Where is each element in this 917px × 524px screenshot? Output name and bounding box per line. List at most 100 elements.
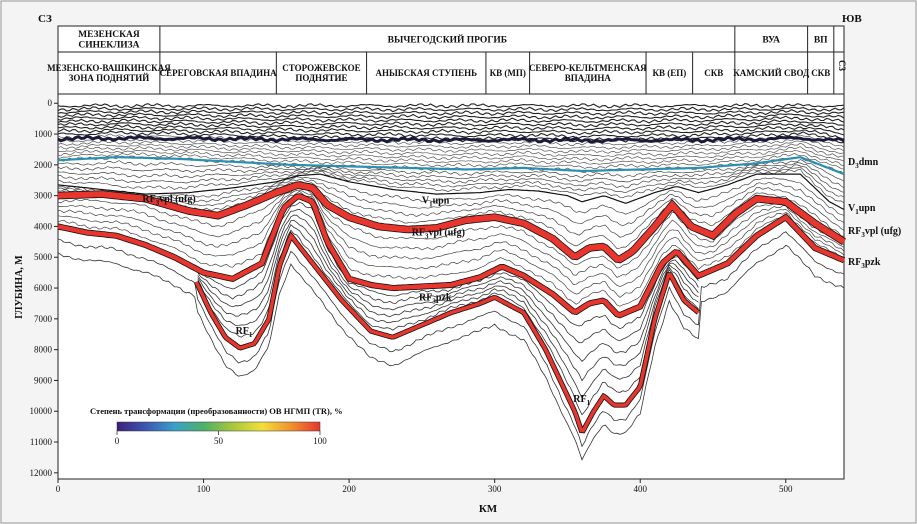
label-plot-RF1-west: RF1 (236, 326, 253, 339)
horizon-RF3pzk (57, 193, 845, 318)
corner-label-left: СЗ (38, 13, 52, 25)
header-table: МЕЗЕНСКАЯ СИНЕКЛИЗА ВЫЧЕГОДСКИЙ ПРОГИБ ВУА В… (47, 25, 847, 95)
x-tick-label-2: 200 (342, 484, 356, 494)
background-line-shallow-5 (57, 118, 845, 128)
header-bottom-cell-9: СКВ (811, 68, 830, 78)
y-tick-label-4: 4000 (34, 221, 53, 231)
y-tick-label-2: 2000 (34, 160, 53, 170)
background-line-mid-1 (57, 159, 845, 182)
color-scale-tick-0: 0 (115, 436, 120, 446)
background-line-shallow-13 (57, 142, 845, 158)
color-scale-legend: Степень трансформации (преобразованности… (90, 406, 343, 446)
background-line-upper-rf-2 (57, 178, 845, 227)
background-line-rift-4 (197, 219, 699, 382)
y-axis-label: ГЛУБИНА, М (14, 255, 25, 319)
background-line-shallow-12 (57, 140, 845, 154)
header-bottom-cell-0: МЕЗЕНСКО-ВАШКИНСКАЯ ЗОНА ПОДНЯТИЙ (47, 63, 171, 83)
background-line-rift-5 (197, 224, 699, 399)
color-scale-tick-1: 50 (214, 436, 224, 446)
background-horizon-lines (57, 103, 845, 461)
background-line-shallow-8 (57, 127, 845, 141)
header-bottom-cell-6: КВ (ЕП) (652, 68, 686, 78)
label-right-RF3pzk: RF3pzk (848, 257, 881, 270)
horizon-V1upn (57, 173, 845, 211)
x-axis-label: КМ (479, 503, 498, 515)
y-tick-label-6: 6000 (34, 283, 53, 293)
axes: 0 100 200 300 400 500010002000300040005000600… (30, 98, 794, 494)
y-tick-label-10: 10000 (30, 406, 53, 416)
background-line-shallow-11 (57, 136, 845, 152)
background-line-shallow-1 (57, 106, 845, 113)
header-side-label: С3 (837, 60, 847, 71)
background-line-shallow-7 (57, 124, 845, 136)
header-bottom-cell-1: СЕРЕГОВСКАЯ ВПАДИНА (160, 68, 277, 78)
header-top-cell-2: ВУА (762, 35, 780, 45)
background-line-shallow-15 (57, 149, 845, 166)
marker-horizons (57, 155, 847, 434)
header-bottom-cell-3: АНЫБСКАЯ СТУПЕНЬ (375, 68, 477, 78)
background-line-shallow-6 (57, 121, 845, 131)
label-plot-RF1-center: RF1 (573, 394, 590, 407)
x-tick-label-1: 100 (197, 484, 211, 494)
label-plot-RF3vpl_ufg-center: RF3vpl (ufg) (412, 228, 465, 241)
header-bottom-cell-8: КАМСКИЙ СВОД (733, 68, 810, 78)
y-tick-label-12: 12000 (30, 468, 53, 478)
y-tick-label-9: 9000 (34, 375, 53, 385)
x-tick-label-0: 0 (56, 484, 61, 494)
horizon-RF1 (194, 232, 700, 433)
y-tick-label-7: 7000 (34, 314, 53, 324)
y-tick-label-11: 11000 (30, 437, 53, 447)
background-line-lower-rf-3 (57, 189, 845, 287)
label-plot-RF3pzk: RF3pzk (419, 292, 452, 305)
header-bottom-cell-4: КВ (МП) (490, 68, 526, 78)
horizon-D3dmn (57, 155, 845, 176)
y-tick-label-5: 5000 (34, 252, 53, 262)
label-right-D3dmn: D3dmn (848, 157, 879, 170)
background-line-mid-4 (58, 166, 845, 198)
background-line-lower-rf-4 (57, 190, 845, 298)
background-line-upper-rf-1 (57, 176, 845, 216)
label-plot-V1upn: V1upn (422, 195, 450, 208)
background-line-lower-rf-2 (57, 186, 845, 278)
background-line-shallow-2 (57, 108, 845, 116)
background-line-rift-2 (197, 208, 699, 344)
header-bottom-cell-5: СЕВЕРО-КЕЛЬТМЕНСКАЯ ВПАДИНА (529, 63, 647, 83)
horizon-RF3vpl_ufg (57, 182, 846, 263)
background-line-rift-3 (197, 214, 699, 362)
background-line-lower-rf-1 (57, 185, 845, 269)
background-line-shallow-16 (57, 152, 845, 170)
background-line-shallow-3 (57, 112, 845, 120)
label-plot-RF3vpl_ufg-west: RF3vpl (ufg) (142, 194, 195, 207)
background-line-basement-2 (57, 244, 845, 461)
horizon-labels: D3dmn V1upn RF3vpl (ufg) RF3pzk RF3vpl (ufg)… (142, 157, 901, 407)
y-tick-label-8: 8000 (34, 345, 53, 355)
color-scale-title: Степень трансформации (преобразованности… (90, 406, 343, 416)
header-bottom-cell-7: СКВ (704, 68, 723, 78)
header-top-cell-3: ВП (814, 35, 828, 45)
label-right-RF3vpl_ufg: RF3vpl (ufg) (848, 226, 901, 239)
header-top-cell-0: МЕЗЕНСКАЯ СИНЕКЛИЗА (78, 30, 140, 51)
x-tick-label-5: 500 (779, 484, 793, 494)
background-line-basement-1 (57, 231, 845, 448)
background-line-upper-rf-3 (57, 181, 845, 238)
background-line-lower-rf-5 (57, 194, 845, 307)
y-tick-label-0: 0 (48, 98, 53, 108)
x-tick-label-4: 400 (633, 484, 647, 494)
y-tick-label-3: 3000 (34, 191, 53, 201)
x-tick-label-3: 300 (488, 484, 502, 494)
background-line-mid-5 (57, 168, 845, 204)
corner-label-right: ЮВ (842, 13, 862, 25)
color-scale-tick-2: 100 (313, 436, 327, 446)
header-bottom-cell-2: СТОРОЖЕВСКОЕ ПОДНЯТИЕ (282, 63, 360, 83)
color-scale-bar (116, 421, 321, 432)
background-line-shallow-14 (57, 146, 845, 162)
header-top-cell-1: ВЫЧЕГОДСКИЙ ПРОГИБ (388, 33, 507, 45)
label-right-V1upn: V1upn (848, 203, 876, 216)
background-line-mid-3 (57, 164, 845, 193)
y-tick-label-1: 1000 (34, 129, 53, 139)
background-band-deep-paleozoic (57, 134, 845, 144)
background-line-shallow-0 (57, 103, 845, 109)
background-line-shallow-4 (57, 115, 845, 124)
background-line-mid-2 (57, 162, 845, 189)
